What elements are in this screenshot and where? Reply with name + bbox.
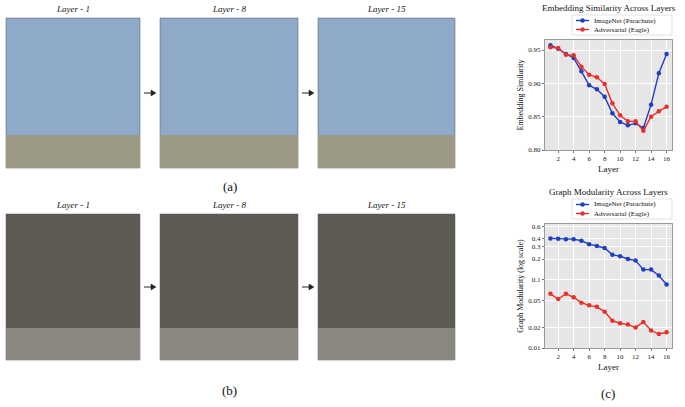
svg-text:2: 2 [556, 155, 560, 163]
svg-text:16: 16 [663, 155, 671, 163]
svg-text:0.80: 0.80 [528, 146, 541, 154]
svg-text:0.2: 0.2 [532, 255, 541, 263]
svg-text:10: 10 [617, 155, 625, 163]
svg-text:Layer - 8: Layer - 8 [212, 200, 246, 210]
svg-text:14: 14 [648, 353, 656, 361]
svg-text:Adversarial (Eagle): Adversarial (Eagle) [594, 26, 650, 34]
svg-text:Layer - 15: Layer - 15 [367, 4, 406, 14]
svg-text:0.6: 0.6 [532, 223, 541, 231]
svg-text:12: 12 [632, 353, 640, 361]
svg-text:0.95: 0.95 [528, 46, 541, 54]
svg-text:Layer: Layer [598, 164, 619, 174]
svg-text:6: 6 [587, 353, 591, 361]
svg-text:Graph Modularity (log scale): Graph Modularity (log scale) [516, 239, 525, 333]
svg-text:0.3: 0.3 [532, 243, 541, 251]
svg-text:14: 14 [648, 155, 656, 163]
svg-text:Adversarial (Eagle): Adversarial (Eagle) [594, 210, 650, 218]
svg-text:(c): (c) [601, 386, 615, 401]
svg-text:0.4: 0.4 [532, 235, 541, 243]
svg-text:(a): (a) [223, 179, 237, 194]
svg-text:8: 8 [603, 353, 607, 361]
svg-text:(b): (b) [222, 383, 237, 398]
svg-text:4: 4 [572, 155, 576, 163]
svg-text:0.1: 0.1 [532, 276, 541, 284]
svg-text:0.85: 0.85 [528, 113, 541, 121]
svg-text:10: 10 [617, 353, 625, 361]
svg-text:Graph Modularity Across Layers: Graph Modularity Across Layers [549, 187, 668, 197]
svg-text:ImageNet (Parachute): ImageNet (Parachute) [594, 17, 656, 25]
svg-text:0.90: 0.90 [528, 80, 541, 88]
svg-text:16: 16 [663, 353, 671, 361]
svg-text:Layer - 8: Layer - 8 [212, 4, 246, 14]
svg-text:12: 12 [632, 155, 640, 163]
svg-text:2: 2 [556, 353, 560, 361]
svg-text:Layer - 1: Layer - 1 [56, 4, 90, 14]
svg-text:0.05: 0.05 [528, 297, 541, 305]
svg-text:Embedding Similarity Across La: Embedding Similarity Across Layers [542, 3, 676, 13]
svg-text:8: 8 [603, 155, 607, 163]
svg-text:Layer - 15: Layer - 15 [367, 200, 406, 210]
svg-text:0.01: 0.01 [528, 344, 541, 352]
svg-text:Embedding Similarity: Embedding Similarity [516, 60, 525, 131]
svg-text:4: 4 [572, 353, 576, 361]
svg-text:0.02: 0.02 [528, 324, 541, 332]
svg-text:ImageNet (Parachute): ImageNet (Parachute) [594, 200, 656, 208]
svg-text:Layer: Layer [598, 362, 619, 372]
svg-text:Layer - 1: Layer - 1 [56, 200, 90, 210]
svg-text:6: 6 [587, 155, 591, 163]
